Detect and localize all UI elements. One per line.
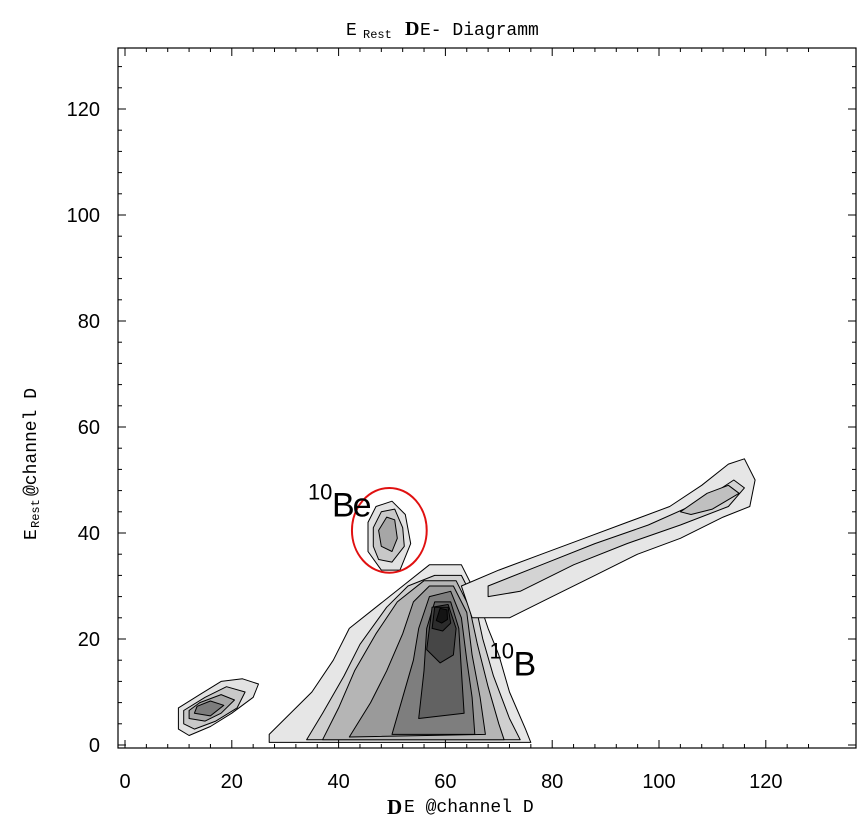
y-tick-label: 0 <box>89 735 100 757</box>
ylabel-rest: @channel D <box>22 388 42 496</box>
annotation-10B-superscript: 10 <box>490 639 514 664</box>
xlabel-text: E @channel D <box>404 798 534 818</box>
annotation-10Be-superscript: 10 <box>308 480 332 505</box>
annotation-10B-label: B <box>514 646 535 684</box>
x-tick-label: 80 <box>541 771 563 793</box>
x-tick-label: 60 <box>434 771 456 793</box>
annotation-10Be-label: Be <box>332 487 371 525</box>
axis-ticks: 0 20 40 60 80 100 120 0 20 40 60 80 100 120 <box>67 48 856 793</box>
y-tick-label: 20 <box>78 629 100 651</box>
x-tick-label: 20 <box>221 771 243 793</box>
chart-title: E Rest D E- Diagramm <box>346 18 539 42</box>
contour-level-4 <box>193 700 225 717</box>
title-subscript: Rest <box>363 28 392 42</box>
contour-level-3 <box>679 484 740 515</box>
x-tick-label: 100 <box>642 771 675 793</box>
xlabel-delta: D <box>387 795 402 819</box>
ylabel-subscript: Rest <box>29 499 43 528</box>
contour-region-diagonal-band <box>460 458 756 619</box>
contour-level-9 <box>435 607 448 624</box>
highlight-ellipse <box>350 486 428 574</box>
x-tick-label: 120 <box>749 771 782 793</box>
x-tick-label: 0 <box>119 771 130 793</box>
title-rest: E- Diagramm <box>420 21 539 41</box>
title-e: E <box>346 21 357 41</box>
y-axis-label: E Rest @channel D <box>22 388 43 540</box>
x-axis-label: D E @channel D <box>387 795 534 819</box>
y-tick-label: 80 <box>78 311 100 333</box>
x-tick-label: 40 <box>327 771 349 793</box>
contour-region-low-energy-blob <box>177 678 259 736</box>
contour-region-10B-main-peak <box>268 564 532 743</box>
y-tick-label: 40 <box>78 523 100 545</box>
ylabel-e: E <box>22 529 42 540</box>
plot-frame <box>117 47 857 749</box>
contour-regions <box>177 458 756 743</box>
title-delta: D <box>405 18 419 40</box>
y-tick-label: 120 <box>67 99 100 121</box>
contour-level-2 <box>487 479 745 598</box>
contour-level-3 <box>378 516 398 552</box>
y-tick-label: 100 <box>67 205 100 227</box>
y-tick-label: 60 <box>78 417 100 439</box>
contour-region-10Be-cluster <box>367 500 412 571</box>
